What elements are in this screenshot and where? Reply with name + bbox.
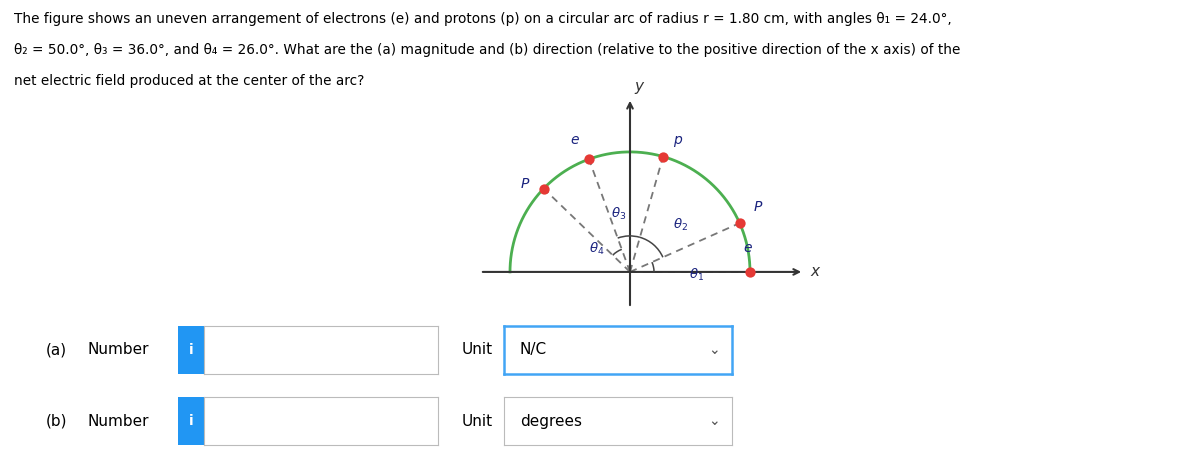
Text: $\theta_1$: $\theta_1$ bbox=[689, 267, 704, 283]
Text: i: i bbox=[188, 414, 193, 428]
Point bbox=[580, 155, 599, 163]
Point bbox=[730, 219, 749, 227]
Point bbox=[534, 185, 553, 192]
Text: e: e bbox=[571, 133, 580, 147]
Text: x: x bbox=[810, 265, 818, 279]
Text: Unit: Unit bbox=[462, 414, 493, 429]
Text: Number: Number bbox=[88, 414, 149, 429]
Text: P: P bbox=[521, 177, 529, 191]
Text: degrees: degrees bbox=[520, 414, 582, 429]
Text: $\theta_3$: $\theta_3$ bbox=[611, 206, 626, 221]
Text: $\theta_4$: $\theta_4$ bbox=[589, 240, 604, 257]
Text: e: e bbox=[743, 241, 752, 255]
Text: θ₂ = 50.0°, θ₃ = 36.0°, and θ₄ = 26.0°. What are the (a) magnitude and (b) direc: θ₂ = 50.0°, θ₃ = 36.0°, and θ₄ = 26.0°. … bbox=[14, 43, 961, 57]
Text: (a): (a) bbox=[46, 342, 67, 357]
Text: y: y bbox=[635, 79, 643, 94]
Point bbox=[740, 268, 760, 276]
Point bbox=[654, 153, 673, 160]
Text: ⌄: ⌄ bbox=[708, 343, 720, 357]
Text: p: p bbox=[673, 133, 682, 147]
Text: ⌄: ⌄ bbox=[708, 414, 720, 428]
Text: Number: Number bbox=[88, 342, 149, 357]
Text: (b): (b) bbox=[46, 414, 67, 429]
Text: Unit: Unit bbox=[462, 342, 493, 357]
Text: i: i bbox=[188, 343, 193, 357]
Text: The figure shows an uneven arrangement of electrons (e) and protons (p) on a cir: The figure shows an uneven arrangement o… bbox=[14, 12, 952, 26]
Text: $\theta_2$: $\theta_2$ bbox=[673, 217, 689, 233]
Text: P: P bbox=[754, 199, 762, 214]
Text: net electric field produced at the center of the arc?: net electric field produced at the cente… bbox=[14, 74, 365, 88]
Text: N/C: N/C bbox=[520, 342, 547, 357]
